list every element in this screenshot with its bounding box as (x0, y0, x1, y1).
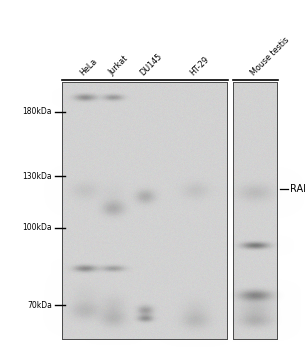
Text: 180kDa: 180kDa (23, 107, 52, 116)
Text: 100kDa: 100kDa (22, 223, 52, 232)
Text: HT-29: HT-29 (188, 54, 211, 77)
Text: 70kDa: 70kDa (27, 301, 52, 310)
Text: HeLa: HeLa (79, 56, 99, 77)
Text: Jurkat: Jurkat (107, 54, 130, 77)
Text: Mouse testis: Mouse testis (249, 35, 291, 77)
Text: DU145: DU145 (139, 51, 164, 77)
Text: RAD54B: RAD54B (290, 184, 305, 194)
Text: 130kDa: 130kDa (22, 172, 52, 181)
